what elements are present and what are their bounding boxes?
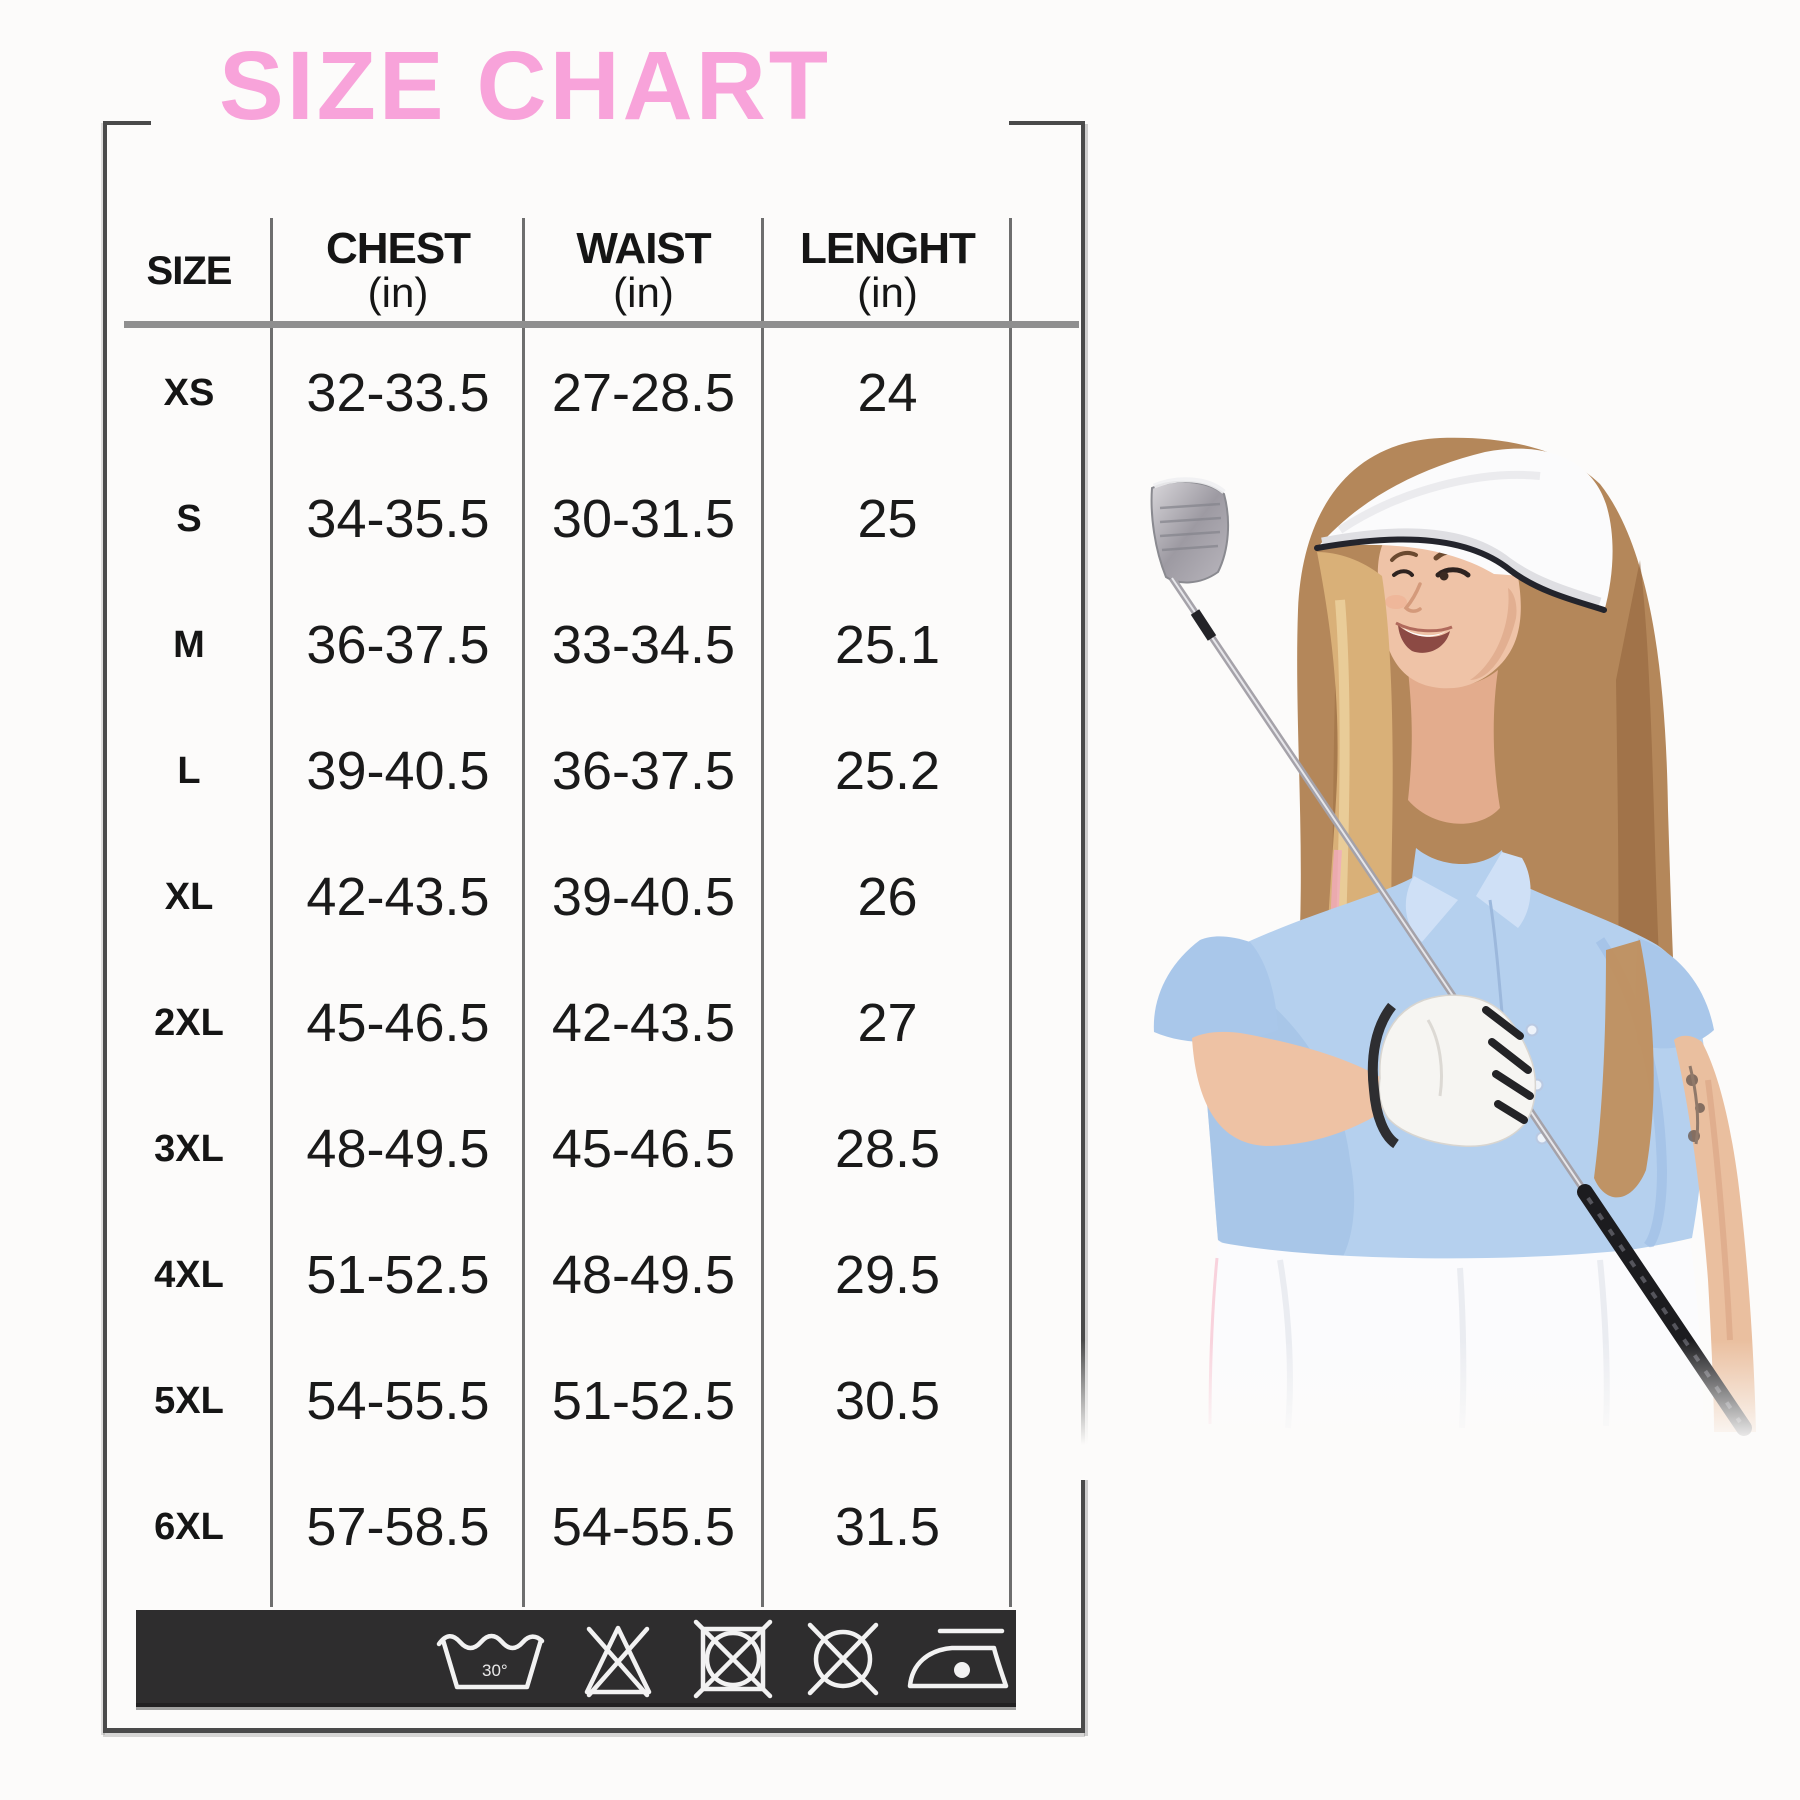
cell-waist: 27-28.5	[551, 363, 736, 423]
size-label: M	[173, 623, 205, 666]
column-header-unit: (in)	[367, 269, 429, 317]
cell-waist: 48-49.5	[551, 1245, 736, 1305]
cell-chest: 57-58.5	[306, 1497, 490, 1557]
cell-length: 24	[857, 363, 918, 423]
frame-top-right-segment	[1009, 121, 1085, 125]
cell-chest: 42-43.5	[306, 867, 490, 927]
size-table: SIZE CHEST (in) WAIST (in) LENGHT (in) XS 32-33.…	[106, 212, 1079, 1607]
size-label: 3XL	[154, 1127, 224, 1170]
hair-chest-strand	[1594, 940, 1654, 1198]
frame-top-left-segment	[103, 121, 151, 125]
size-label: 5XL	[154, 1379, 224, 1422]
cell-chest: 48-49.5	[306, 1119, 490, 1179]
column-header-chest: CHEST (in)	[272, 212, 524, 330]
column-header-unit: (in)	[857, 269, 918, 317]
header-underline	[124, 321, 1079, 328]
column-divider	[761, 218, 764, 1607]
wash-30-icon: 30°	[436, 1633, 545, 1690]
iron-icon	[907, 1628, 1009, 1689]
cell-waist: 45-46.5	[551, 1119, 736, 1179]
column-header-label: LENGHT	[800, 224, 976, 274]
column-header-size: SIZE	[106, 212, 272, 330]
column-header-lenght: LENGHT (in)	[763, 212, 1012, 330]
golfer-photo	[1040, 437, 1800, 1480]
wash-temp-label: 30°	[482, 1661, 508, 1680]
cell-waist: 36-37.5	[551, 741, 736, 801]
cell-waist: 30-31.5	[551, 489, 736, 549]
cell-length: 31.5	[834, 1497, 941, 1557]
cell-length: 30.5	[834, 1371, 941, 1431]
cell-chest: 51-52.5	[306, 1245, 490, 1305]
left-forearm	[1192, 1031, 1382, 1146]
table-frame	[103, 121, 1085, 1733]
cell-length: 28.5	[834, 1119, 941, 1179]
column-divider	[522, 218, 525, 1607]
cell-chest: 32-33.5	[306, 363, 490, 423]
cell-waist: 39-40.5	[551, 867, 736, 927]
column-header-label: CHEST	[325, 224, 471, 274]
size-label: L	[177, 749, 201, 792]
glove-wrist-band	[1367, 1002, 1400, 1149]
column-header-label: WAIST	[576, 224, 711, 274]
cell-length: 25.1	[834, 615, 941, 675]
right-arm	[1674, 1035, 1756, 1432]
cell-waist: 42-43.5	[551, 993, 736, 1053]
column-divider	[1009, 218, 1012, 1607]
ferrule	[1190, 609, 1217, 641]
sun-visor	[1314, 448, 1613, 613]
size-label: 2XL	[154, 1001, 224, 1044]
cell-waist: 33-34.5	[551, 615, 736, 675]
size-label: XL	[164, 875, 214, 918]
right-sleeve	[1635, 938, 1714, 1049]
photo-bottom-fade	[1040, 1340, 1800, 1480]
cell-length: 29.5	[834, 1245, 941, 1305]
cell-chest: 39-40.5	[306, 741, 490, 801]
button	[1525, 1023, 1539, 1037]
cell-chest: 34-35.5	[306, 489, 490, 549]
golf-glove	[1367, 994, 1537, 1149]
cell-chest: 36-37.5	[306, 615, 490, 675]
do-not-bleach-icon	[584, 1625, 652, 1698]
tattoo	[1686, 1065, 1705, 1145]
size-label: XS	[163, 371, 215, 414]
cell-chest: 45-46.5	[306, 993, 490, 1053]
care-instructions-bar: 30°	[136, 1610, 1016, 1707]
cell-length: 25	[857, 489, 918, 549]
cell-length: 26	[857, 867, 918, 927]
glove-finger-gaps	[1482, 1006, 1534, 1124]
left-sleeve	[1153, 936, 1278, 1043]
column-divider	[270, 218, 273, 1607]
do-not-dry-clean-icon	[807, 1622, 879, 1696]
column-header-waist: WAIST (in)	[524, 212, 763, 330]
size-label: 4XL	[154, 1253, 224, 1296]
cell-waist: 54-55.5	[551, 1497, 736, 1557]
cell-waist: 51-52.5	[551, 1371, 736, 1431]
page-title: SIZE CHART	[219, 31, 831, 140]
frame-right-border	[1081, 121, 1085, 1733]
column-header-unit: (in)	[613, 269, 674, 317]
frame-left-border	[103, 121, 107, 1733]
size-label: 6XL	[154, 1505, 224, 1548]
do-not-tumble-dry-icon	[693, 1619, 773, 1699]
cell-chest: 54-55.5	[306, 1371, 490, 1431]
frame-bottom-border	[103, 1728, 1085, 1733]
cell-length: 27	[857, 993, 918, 1053]
cell-length: 25.2	[834, 741, 941, 801]
column-header-label: SIZE	[146, 248, 233, 293]
size-label: S	[176, 497, 202, 540]
collar	[1405, 876, 1458, 942]
